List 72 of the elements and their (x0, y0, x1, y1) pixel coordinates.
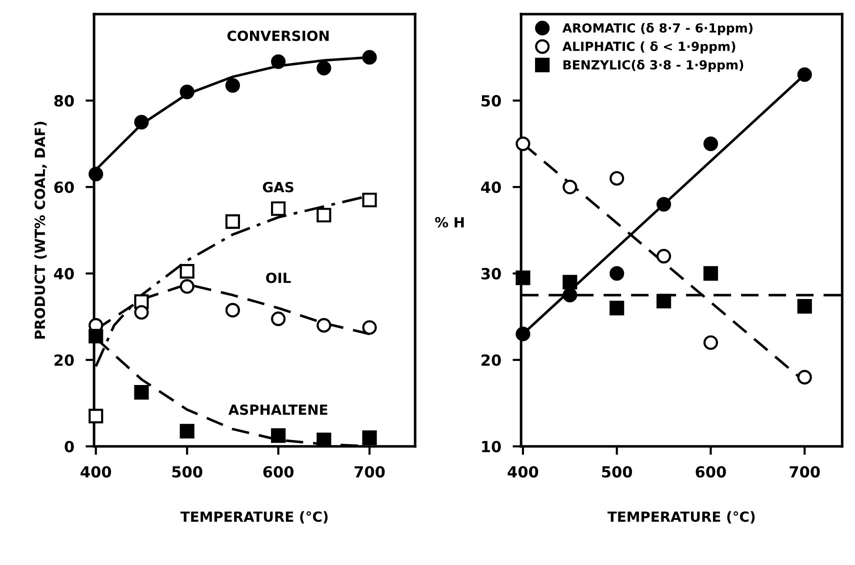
x-tick-label: 500 (602, 466, 632, 478)
point (271, 312, 286, 326)
x-tick-label: 600 (696, 466, 726, 478)
point (703, 266, 718, 281)
legend-label: AROMATIC (δ 8·7 - 6·1ppm) (562, 22, 753, 36)
y-axis-title: % H (435, 217, 464, 228)
series-label: ASPHALTENE (228, 404, 328, 415)
x-tick-label: 400 (508, 466, 538, 478)
point (271, 428, 286, 443)
point (610, 171, 624, 186)
point (134, 114, 149, 130)
x-tick-label: 600 (263, 466, 294, 478)
point (362, 430, 377, 445)
point (516, 270, 530, 286)
point (516, 326, 530, 342)
x-axis-title: TEMPERATURE (°C) (607, 511, 755, 524)
point (362, 192, 377, 208)
point (656, 294, 672, 308)
y-tick-label: 40 (481, 181, 501, 194)
point (362, 320, 377, 335)
point (134, 305, 149, 320)
point (225, 78, 240, 93)
point (703, 136, 718, 152)
y-tick-label: 40 (54, 268, 74, 280)
series-label: OIL (266, 272, 291, 284)
x-tick-label: 400 (80, 466, 112, 478)
series-label: GAS (262, 182, 294, 192)
point (362, 50, 377, 65)
y-tick-label: 60 (54, 181, 74, 194)
y-tick-label: 10 (482, 440, 501, 452)
y-axis-title: PRODUCT (WT% COAL, DAF) (34, 122, 47, 339)
x-tick-label: 700 (790, 466, 820, 478)
point (610, 266, 624, 281)
point (656, 248, 672, 264)
y-tick-label: 80 (54, 95, 74, 107)
point (225, 302, 240, 318)
point (516, 136, 530, 152)
point (610, 300, 624, 316)
point (316, 60, 332, 76)
y-tick-label: 20 (482, 354, 501, 366)
point (316, 432, 332, 448)
point (271, 201, 286, 216)
y-tick-label: 30 (481, 268, 501, 280)
point (180, 84, 194, 100)
point (88, 166, 104, 182)
y-tick-label: 20 (54, 354, 74, 366)
point (271, 54, 286, 69)
point (797, 67, 812, 82)
point (316, 208, 332, 222)
x-axis-title: TEMPERATURE (°C) (180, 511, 328, 524)
point (134, 385, 149, 400)
point (316, 318, 332, 333)
point (797, 370, 812, 384)
x-tick-label: 700 (354, 466, 385, 478)
x-tick-label: 500 (172, 466, 202, 478)
point (797, 299, 812, 314)
point (180, 264, 194, 279)
point (562, 180, 578, 194)
legend-label: BENZYLIC(δ 3·8 - 1·9ppm) (563, 60, 744, 72)
y-tick-label: 50 (482, 95, 501, 107)
series-label: CONVERSION (227, 30, 329, 42)
point (562, 288, 578, 302)
legend-label: ALIPHATIC ( δ < 1·9ppm) (562, 41, 736, 54)
point (562, 274, 578, 290)
point (180, 279, 194, 294)
point (225, 214, 240, 229)
point (88, 408, 104, 424)
point (88, 328, 104, 344)
point (180, 424, 194, 439)
point (703, 335, 718, 350)
point (656, 197, 672, 212)
y-tick-label: 0 (64, 440, 74, 452)
